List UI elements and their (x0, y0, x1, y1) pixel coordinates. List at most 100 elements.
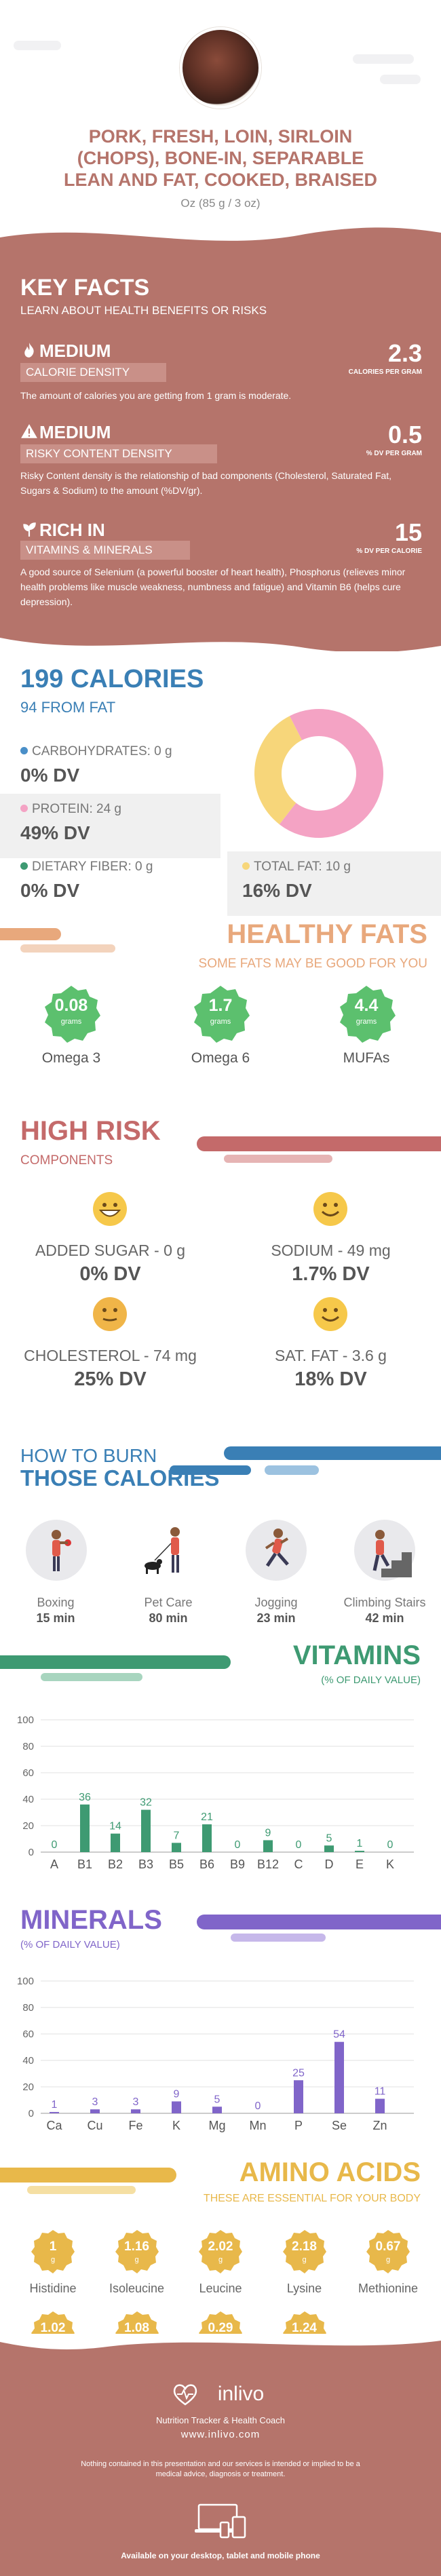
mineral-ytick-label: 100 (17, 1976, 34, 1987)
minerals-bar-chart: 0 20 40 60 80 100 1 Ca 3 Cu 3 Fe 9 K 5 Mg 0 Mn 25 P 54 Se 11 Zn (17, 1976, 414, 2132)
footer-wave (0, 2334, 441, 2349)
grin-face-icon (93, 1192, 127, 1226)
fact-name-risky: RISKY CONTENT DENSITY (20, 444, 217, 463)
protein-label: PROTEIN: 24 g (32, 802, 121, 816)
decor-stripe (224, 1155, 332, 1163)
mineral-value-label-mg: 5 (214, 2094, 220, 2105)
mineral-category-label-mn: Mn (249, 2119, 266, 2132)
amino-badge-lysine (282, 2230, 326, 2273)
mineral-value-label-cu: 3 (92, 2096, 98, 2108)
mufas-unit: grams (356, 1018, 377, 1026)
omega6-label: Omega 6 (191, 1050, 250, 1066)
mineral-category-label-ca: Ca (46, 2119, 62, 2132)
fact-value-risky: 0.5 (387, 421, 422, 448)
decor-stripe (231, 1934, 326, 1942)
calories-title: 199 CALORIES (20, 665, 204, 693)
mineral-value-label-fe: 3 (133, 2096, 139, 2108)
decor-stripe (20, 944, 115, 953)
vitamin-ytick-label: 20 (22, 1820, 34, 1832)
vitamin-value-label-a: 0 (52, 1839, 58, 1851)
decor-stripe (27, 2186, 136, 2194)
amino-value-methionine: 0.67 (375, 2239, 401, 2254)
nutrient-fat: TOTAL FAT: 10 g 16% DV (227, 851, 441, 916)
omega3-value: 0.08 (54, 996, 88, 1015)
sat-fat-label: SAT. FAT - 3.6 g (275, 1347, 387, 1364)
fact-name-calorie: CALORIE DENSITY (20, 363, 166, 382)
vitamin-ytick-label: 40 (22, 1794, 34, 1805)
decor-stripe (197, 1136, 441, 1151)
fact-desc-vitamins: A good source of Selenium (a powerful bo… (20, 566, 406, 607)
vitamin-value-label-d: 5 (326, 1832, 332, 1844)
amino-value-isoleucine: 1.16 (124, 2239, 149, 2254)
vitamin-category-label-a: A (50, 1858, 58, 1871)
mineral-bar-cu (90, 2109, 100, 2113)
mineral-bar-zn (375, 2098, 385, 2113)
amino-value-leucine: 2.02 (208, 2239, 233, 2254)
mineral-value-label-mn: 0 (255, 2100, 261, 2112)
fact-level-risky: MEDIUM (20, 422, 111, 443)
vitamin-bar-b2 (111, 1833, 120, 1852)
mineral-bar-p (294, 2080, 303, 2113)
pet-care-minutes: 80 min (149, 1611, 188, 1625)
mineral-bar-k (172, 2101, 181, 2113)
boxing-label: Boxing (37, 1596, 75, 1609)
decor-cloud (14, 41, 61, 50)
protein-dot (20, 805, 28, 812)
stairs-label: Climbing Stairs (343, 1596, 426, 1609)
amino-unit-methionine: g (385, 2256, 391, 2264)
carbs-label: CARBOHYDRATES: 0 g (32, 744, 172, 758)
amino-unit-histidine: g (50, 2256, 56, 2264)
amino-label-leucine: Leucine (199, 2282, 242, 2295)
vitamin-bar-e (355, 1851, 364, 1852)
vitamin-bar-b1 (80, 1804, 90, 1852)
healthy-fats-title: HEALTHY FATS (227, 919, 427, 949)
carbs-dot (20, 747, 28, 754)
mineral-category-label-fe: Fe (128, 2119, 142, 2132)
vitamin-value-label-b5: 7 (174, 1830, 180, 1841)
footer-url[interactable]: www.inlivo.com (180, 2429, 261, 2440)
fact-value-calorie: 2.3 (387, 339, 422, 367)
added-sugar-label: ADDED SUGAR - 0 g (35, 1242, 186, 1259)
decor-stripe (197, 1915, 441, 1929)
amino-subtitle: THESE ARE ESSENTIAL FOR YOUR BODY (203, 2193, 421, 2204)
vitamin-category-label-b3: B3 (138, 1858, 153, 1871)
fact-unit-vitamins: % DV PER CALORIE (356, 547, 422, 555)
mineral-bar-mg (212, 2107, 222, 2113)
vitamin-category-label-e: E (356, 1858, 364, 1871)
jogging-label: Jogging (254, 1596, 298, 1609)
vitamins-title: VITAMINS (292, 1640, 421, 1670)
decor-cloud (380, 75, 421, 84)
flame-icon (24, 343, 34, 358)
mineral-value-label-ca: 1 (52, 2099, 58, 2111)
amino-badge-methionine (366, 2230, 410, 2273)
amino-unit-isoleucine: g (134, 2256, 139, 2264)
decor-stripe (170, 1465, 251, 1475)
vitamin-ytick-label: 60 (22, 1767, 34, 1779)
mineral-category-label-zn: Zn (372, 2119, 387, 2132)
vitamin-ytick-label: 100 (17, 1714, 34, 1726)
key-facts-section (0, 224, 441, 651)
vitamin-category-label-b2: B2 (108, 1858, 123, 1871)
amino-badge-histidine (31, 2230, 75, 2273)
dog-walking-icon (138, 1520, 199, 1581)
mineral-value-label-zn: 11 (375, 2086, 386, 2098)
mineral-category-label-cu: Cu (87, 2119, 102, 2132)
footer-logo: inlivo (217, 2383, 265, 2405)
fat-label: TOTAL FAT: 10 g (254, 860, 351, 874)
vitamin-category-label-b5: B5 (169, 1858, 184, 1871)
vitamin-category-label-c: C (294, 1858, 303, 1871)
fat-dot (242, 862, 250, 870)
vitamin-value-label-b9: 0 (235, 1839, 241, 1851)
vitamin-value-label-k: 0 (387, 1839, 394, 1851)
mineral-ytick-label: 20 (22, 2081, 34, 2093)
vitamin-ytick-label: 0 (28, 1847, 34, 1858)
amino-label-methionine: Methionine (358, 2282, 419, 2295)
vitamin-bar-b6 (202, 1824, 212, 1852)
key-facts-title: KEY FACTS (20, 275, 150, 301)
key-facts-wave-bottom (0, 638, 441, 658)
mineral-value-label-se: 54 (333, 2029, 345, 2041)
cholesterol-dv: 25% DV (74, 1368, 147, 1390)
fiber-label: DIETARY FIBER: 0 g (32, 860, 153, 874)
stairs-minutes: 42 min (365, 1611, 404, 1625)
key-facts-subtitle: LEARN ABOUT HEALTH BENEFITS OR RISKS (20, 304, 267, 317)
